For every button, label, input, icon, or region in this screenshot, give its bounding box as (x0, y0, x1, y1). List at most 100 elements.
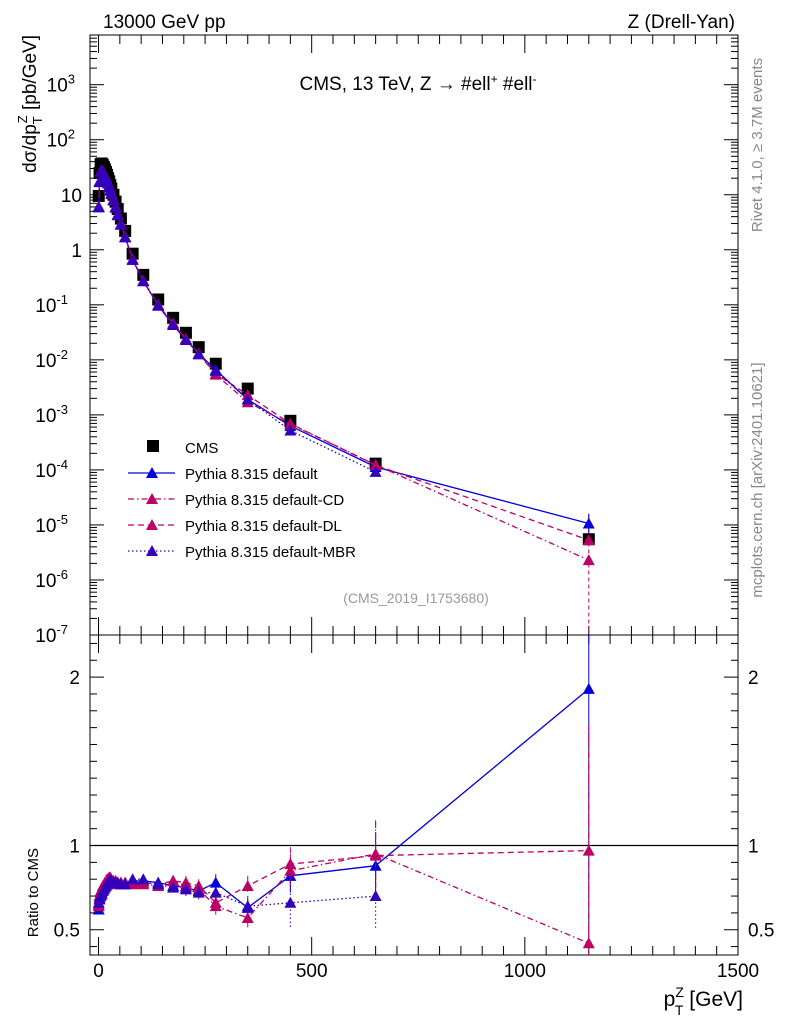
main-y-tick-label: 10-5 (35, 512, 68, 537)
legend-marker-dl (146, 519, 158, 530)
data-point-mc-4 (152, 299, 165, 311)
x-axis-label: pZ T [GeV] (664, 984, 743, 1018)
legend-marker-mbr (146, 545, 158, 556)
main-series-group (92, 157, 595, 633)
ylabel-unit: [pb/GeV] (20, 35, 41, 115)
main-y-tick-label: 1 (71, 241, 82, 262)
ratio-y-tick-label: 0.5 (54, 921, 80, 942)
data-point-mc-4 (192, 348, 205, 360)
main-y-tick-mantissa: 10 (35, 571, 56, 592)
main-y-tick-exponent: -7 (56, 622, 68, 637)
main-y-tick-label: 10-3 (35, 402, 68, 427)
ratio-y-tick-label-right: 2 (748, 668, 759, 689)
ratio-point-3 (126, 873, 139, 885)
main-y-tick-mantissa: 10 (35, 461, 56, 482)
ratio-point-3 (192, 886, 205, 898)
ratio-point-3 (209, 886, 222, 898)
plot-title-mid: #ell (498, 74, 533, 95)
plot-title-sup-plus: + (491, 72, 498, 86)
beam-label: 13000 GeV pp (103, 12, 226, 33)
main-y-tick-label: 10-4 (35, 457, 68, 482)
legend-marker-default (146, 467, 158, 478)
ratio-axis-ticks: 0.5 0.5 1 1 2 2 0 500 1000 1500 (54, 635, 774, 982)
main-y-tick-exponent: -6 (56, 567, 68, 582)
main-y-tick-exponent: -3 (56, 402, 68, 417)
ratio-point-3 (167, 881, 180, 893)
main-y-tick-label: 10-1 (35, 292, 68, 317)
data-point-mc-4 (92, 200, 105, 212)
ratio-y-tick-label: 1 (69, 837, 80, 858)
ratio-point-2 (167, 874, 180, 886)
ratio-line-1 (98, 853, 590, 944)
main-y-tick-exponent: -4 (56, 457, 68, 472)
legend-label-default: Pythia 8.315 default (185, 466, 318, 483)
ratio-point-3 (369, 890, 382, 902)
main-y-tick-mantissa: 10 (35, 296, 56, 317)
main-y-tick-mantissa: 10 (47, 76, 68, 97)
main-y-axis-label: dσ/dpTZ [pb/GeV] (15, 35, 45, 173)
series-line-1 (98, 170, 589, 525)
ylabel-sup: Z (15, 115, 30, 123)
ratio-point-3 (137, 873, 150, 885)
process-label: Z (Drell-Yan) (628, 12, 735, 33)
main-y-tick-mantissa: 10 (35, 406, 56, 427)
legend-label-cd: Pythia 8.315 default-CD (185, 492, 344, 509)
x-tick-label: 500 (296, 961, 328, 982)
main-y-tick-label: 103 (47, 72, 75, 97)
data-point-mc-4 (137, 275, 150, 287)
main-y-tick-mantissa: 10 (35, 516, 56, 537)
data-point-mc-3 (582, 534, 595, 546)
data-point-mc-4 (109, 201, 122, 213)
ratio-series-group (92, 635, 595, 955)
legend-label-dl: Pythia 8.315 default-DL (185, 518, 342, 535)
main-y-tick-label: 10 (61, 186, 82, 207)
data-point-mc-3 (369, 459, 382, 471)
ratio-point-2 (209, 896, 222, 908)
data-point-mc-4 (369, 465, 382, 477)
xlabel-sub: T (675, 1002, 684, 1018)
legend-marker-cms (147, 440, 159, 452)
data-point-mc-4 (119, 231, 132, 243)
data-point-mc-4 (209, 364, 222, 376)
data-point-mc-4 (167, 318, 180, 330)
ratio-y-axis-label: Ratio to CMS (25, 848, 42, 937)
ratio-point-2 (284, 858, 297, 870)
x-tick-label: 0 (93, 961, 104, 982)
ratio-point-2 (179, 876, 192, 888)
main-y-tick-mantissa: 10 (35, 351, 56, 372)
xlabel-p: p (664, 988, 676, 1011)
main-y-tick-exponent: 2 (68, 127, 75, 142)
data-point-mc-3 (284, 417, 297, 429)
ratio-point-3 (152, 878, 165, 890)
legend-label-cms: CMS (185, 440, 218, 457)
ratio-point-2 (369, 849, 382, 861)
main-y-tick-label: 10-2 (35, 347, 68, 372)
analysis-tag: (CMS_2019_I1753680) (343, 590, 489, 606)
ratio-line-0 (98, 688, 590, 910)
main-y-tick-exponent: -5 (56, 512, 68, 527)
ratio-point-3 (119, 878, 132, 890)
ratio-point-0 (209, 876, 222, 888)
main-y-tick-exponent: 3 (68, 72, 75, 87)
ratio-point-2 (192, 879, 205, 891)
x-tick-label: 1000 (504, 961, 546, 982)
series-line-3 (98, 169, 590, 541)
main-y-tick-mantissa: 10 (35, 626, 56, 647)
data-point-mc-4 (241, 393, 254, 405)
plot-title-sup-minus: - (533, 72, 537, 86)
ylabel-sub: T (30, 116, 45, 124)
ratio-point-3 (241, 900, 254, 912)
series-line-4 (98, 169, 376, 473)
ratio-y-tick-label-right: 0.5 (748, 921, 774, 942)
ratio-point-1 (241, 911, 254, 923)
xlabel-unit: [GeV] (683, 988, 743, 1011)
ratio-line-2 (98, 849, 589, 905)
plot-title: CMS, 13 TeV, Z → #ell+ #ell- (299, 72, 536, 95)
ylabel-pre: dσ/dp (20, 124, 41, 173)
data-point-mc-4 (114, 218, 127, 230)
main-y-tick-mantissa: 10 (47, 131, 68, 152)
legend: CMS Pythia 8.315 default Pythia 8.315 de… (128, 440, 356, 561)
data-point-cms (241, 382, 254, 395)
legend-marker-cd (146, 493, 158, 504)
